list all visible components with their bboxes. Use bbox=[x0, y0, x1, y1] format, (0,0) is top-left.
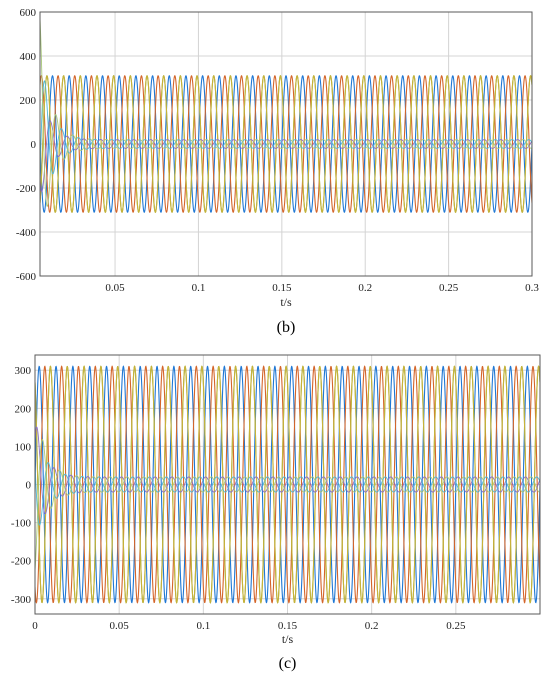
y-tick-label: 400 bbox=[20, 51, 37, 63]
panel-label: (c) bbox=[279, 655, 297, 672]
x-tick-label: 0.15 bbox=[278, 620, 298, 632]
y-tick-label: 200 bbox=[20, 95, 37, 107]
series-line-7 bbox=[35, 438, 540, 571]
series-line-4 bbox=[35, 365, 540, 604]
y-tick-label: 0 bbox=[31, 139, 37, 151]
plot-frame bbox=[34, 354, 541, 615]
y-tick-label: -100 bbox=[11, 518, 32, 530]
x-tick-label: 0.25 bbox=[446, 620, 466, 632]
x-tick-label: 0.05 bbox=[105, 282, 125, 294]
series-line-4 bbox=[40, 74, 532, 214]
y-tick-label: 100 bbox=[15, 441, 32, 453]
series-line-5 bbox=[35, 426, 540, 515]
y-tick-label: -600 bbox=[16, 271, 37, 283]
x-tick-label: 0.25 bbox=[439, 282, 459, 294]
x-tick-label: 0.1 bbox=[196, 620, 210, 632]
y-tick-label: 600 bbox=[20, 7, 37, 19]
x-tick-label: 0.1 bbox=[192, 282, 206, 294]
y-tick-label: 0 bbox=[26, 480, 32, 492]
y-tick-label: 300 bbox=[15, 365, 32, 377]
x-tick-label: 0.3 bbox=[525, 282, 539, 294]
panel-label: (b) bbox=[277, 319, 296, 336]
series-line-7 bbox=[40, 18, 532, 207]
series-line-6 bbox=[40, 80, 532, 178]
chart-panel-b: 0.05 0.1 0.15 0.2 0.25 0.3 -600 -400 -200 0 200 40… bbox=[16, 7, 540, 336]
plot-frame bbox=[39, 11, 533, 277]
y-tick-label: 200 bbox=[15, 403, 32, 415]
chart-panel-c: 0 0.05 0.1 0.15 0.2 0.25 -300 -200 -100 0 100 200 3… bbox=[11, 354, 541, 672]
x-tick-label: 0.2 bbox=[358, 282, 372, 294]
x-tick-label: 0 bbox=[32, 620, 38, 632]
y-tick-label: -200 bbox=[11, 556, 32, 568]
y-tick-label: -200 bbox=[16, 183, 37, 195]
x-tick-label: 0.2 bbox=[365, 620, 379, 632]
x-axis-label: t/s bbox=[280, 295, 292, 309]
series-line-5 bbox=[40, 120, 532, 193]
series-line-1 bbox=[35, 365, 540, 604]
x-axis-label: t/s bbox=[282, 632, 294, 646]
y-tick-label: -400 bbox=[16, 227, 37, 239]
series-line-2 bbox=[35, 365, 540, 604]
x-tick-label: 0.05 bbox=[110, 620, 130, 632]
y-tick-label: -300 bbox=[11, 594, 32, 606]
series-line-6 bbox=[35, 462, 540, 526]
x-tick-label: 0.15 bbox=[272, 282, 292, 294]
